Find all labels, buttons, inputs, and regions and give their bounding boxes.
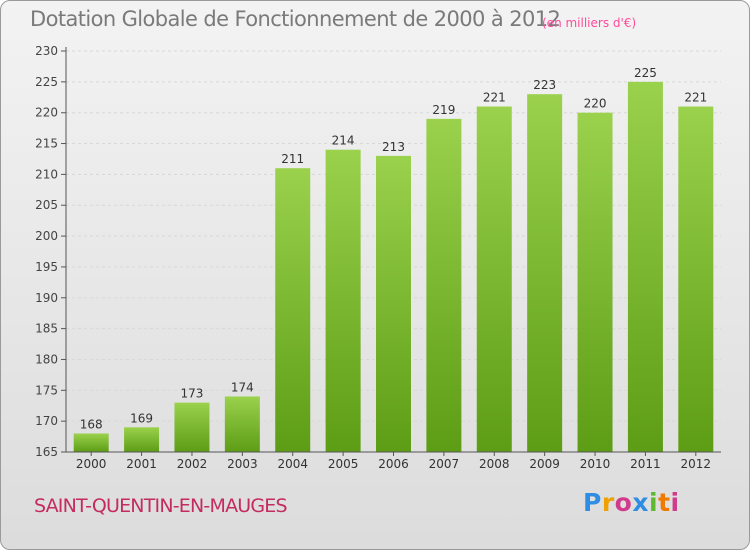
bar-value-label: 174 [231, 380, 254, 394]
x-tick-label: 2005 [328, 457, 359, 471]
y-tick-label: 165 [35, 445, 58, 459]
x-tick-label: 2003 [227, 457, 258, 471]
x-tick-label: 2001 [126, 457, 157, 471]
logo-letter: t [658, 488, 671, 517]
axes [61, 47, 721, 456]
bars [73, 81, 714, 453]
bar-value-label: 221 [483, 91, 506, 105]
y-tick-label: 220 [35, 106, 58, 120]
y-tick-label: 170 [35, 414, 58, 428]
bar-value-label: 214 [332, 134, 355, 148]
bar [174, 402, 210, 452]
bar [275, 168, 311, 452]
bar [577, 112, 613, 452]
chart-title: Dotation Globale de Fonctionnement de 20… [30, 7, 561, 31]
bar [376, 155, 411, 452]
bar [678, 106, 714, 453]
bar [627, 81, 663, 452]
bar [476, 106, 512, 453]
bar-value-label: 225 [634, 66, 657, 80]
y-tick-label: 200 [35, 229, 58, 243]
commune-name: SAINT-QUENTIN-EN-MAUGES [34, 495, 288, 517]
bar-value-label: 211 [281, 152, 304, 166]
labels: 165 170 175 180 185 190 195 200 205 210 215 220 225 2… [35, 44, 711, 471]
bar-value-label: 173 [181, 387, 204, 401]
x-tick-label: 2000 [76, 457, 107, 471]
x-tick-label: 2008 [479, 457, 510, 471]
proxiti-logo: Proxiti [583, 488, 680, 517]
y-tick-label: 215 [35, 137, 58, 151]
bar-value-label: 223 [533, 78, 556, 92]
y-tick-label: 195 [35, 260, 58, 274]
y-tick-label: 185 [35, 322, 58, 336]
x-tick-label: 2009 [529, 457, 560, 471]
x-tick-label: 2006 [378, 457, 409, 471]
bar-value-label: 219 [432, 103, 455, 117]
x-tick-label: 2004 [277, 457, 308, 471]
bar-value-label: 220 [584, 97, 607, 111]
y-tick-label: 230 [35, 44, 58, 58]
bar [124, 427, 160, 452]
y-tick-label: 210 [35, 167, 58, 181]
bar [73, 433, 109, 452]
x-tick-label: 2011 [630, 457, 661, 471]
bar [527, 94, 563, 452]
logo-letter: i [670, 488, 680, 517]
logo-letter: i [649, 488, 659, 517]
y-tick-label: 205 [35, 198, 58, 212]
x-tick-label: 2002 [177, 457, 208, 471]
logo-letter: x [632, 488, 649, 517]
chart-subtitle: (en milliers d'€) [542, 16, 637, 30]
bar [426, 118, 462, 452]
y-tick-label: 180 [35, 352, 58, 366]
logo-letter: r [601, 488, 615, 517]
bar-value-label: 168 [80, 417, 103, 431]
bar-value-label: 213 [382, 140, 405, 154]
bar-value-label: 169 [130, 411, 153, 425]
logo-letter: o [614, 488, 633, 517]
y-tick-label: 190 [35, 291, 58, 305]
x-tick-label: 2007 [429, 457, 460, 471]
x-tick-label: 2012 [681, 457, 712, 471]
y-tick-label: 175 [35, 383, 58, 397]
bar [224, 396, 260, 452]
x-tick-label: 2010 [580, 457, 611, 471]
bar-value-label: 221 [684, 91, 707, 105]
logo-letter: P [583, 488, 602, 517]
bar [325, 149, 361, 452]
y-tick-label: 225 [35, 75, 58, 89]
